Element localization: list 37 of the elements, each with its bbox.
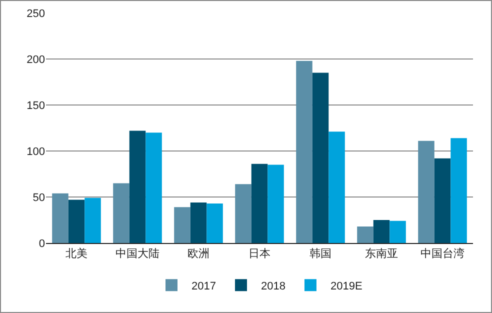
x-tick-label: 北美 [66, 247, 88, 260]
bar [296, 60, 312, 243]
bar [174, 207, 190, 243]
y-tick-label: 0 [38, 238, 45, 250]
bar [68, 200, 85, 243]
bar [328, 132, 345, 243]
bar [84, 198, 101, 243]
legend-label: 2019E [330, 280, 362, 292]
bar [146, 132, 162, 243]
x-tick-label: 欧洲 [188, 247, 210, 260]
bar [434, 158, 451, 243]
x-tick-label: 日本 [248, 247, 270, 260]
bar [390, 220, 406, 243]
legend-label: 2018 [260, 280, 286, 292]
y-tick-label: 250 [26, 8, 45, 20]
y-tick-label: 200 [26, 54, 45, 66]
y-tick-label: 150 [26, 100, 45, 112]
bar [251, 164, 268, 243]
bar [113, 183, 130, 243]
bar [418, 140, 434, 243]
bar [357, 226, 374, 243]
bar [450, 138, 467, 243]
bar [373, 220, 390, 243]
legend-label: 2017 [192, 280, 216, 292]
x-tick-label: 韩国 [310, 247, 332, 260]
x-tick-label: 中国大陆 [116, 247, 160, 260]
x-tick-label: 东南亚 [365, 247, 398, 260]
bar [129, 130, 146, 243]
bar [190, 202, 207, 243]
y-tick-label: 100 [26, 146, 45, 158]
bar [52, 193, 68, 243]
x-tick-label: 中国台湾 [420, 247, 464, 260]
bar [206, 203, 223, 243]
bar [268, 164, 284, 243]
bar [312, 72, 329, 243]
y-tick-label: 50 [32, 192, 45, 204]
bar [235, 184, 252, 243]
